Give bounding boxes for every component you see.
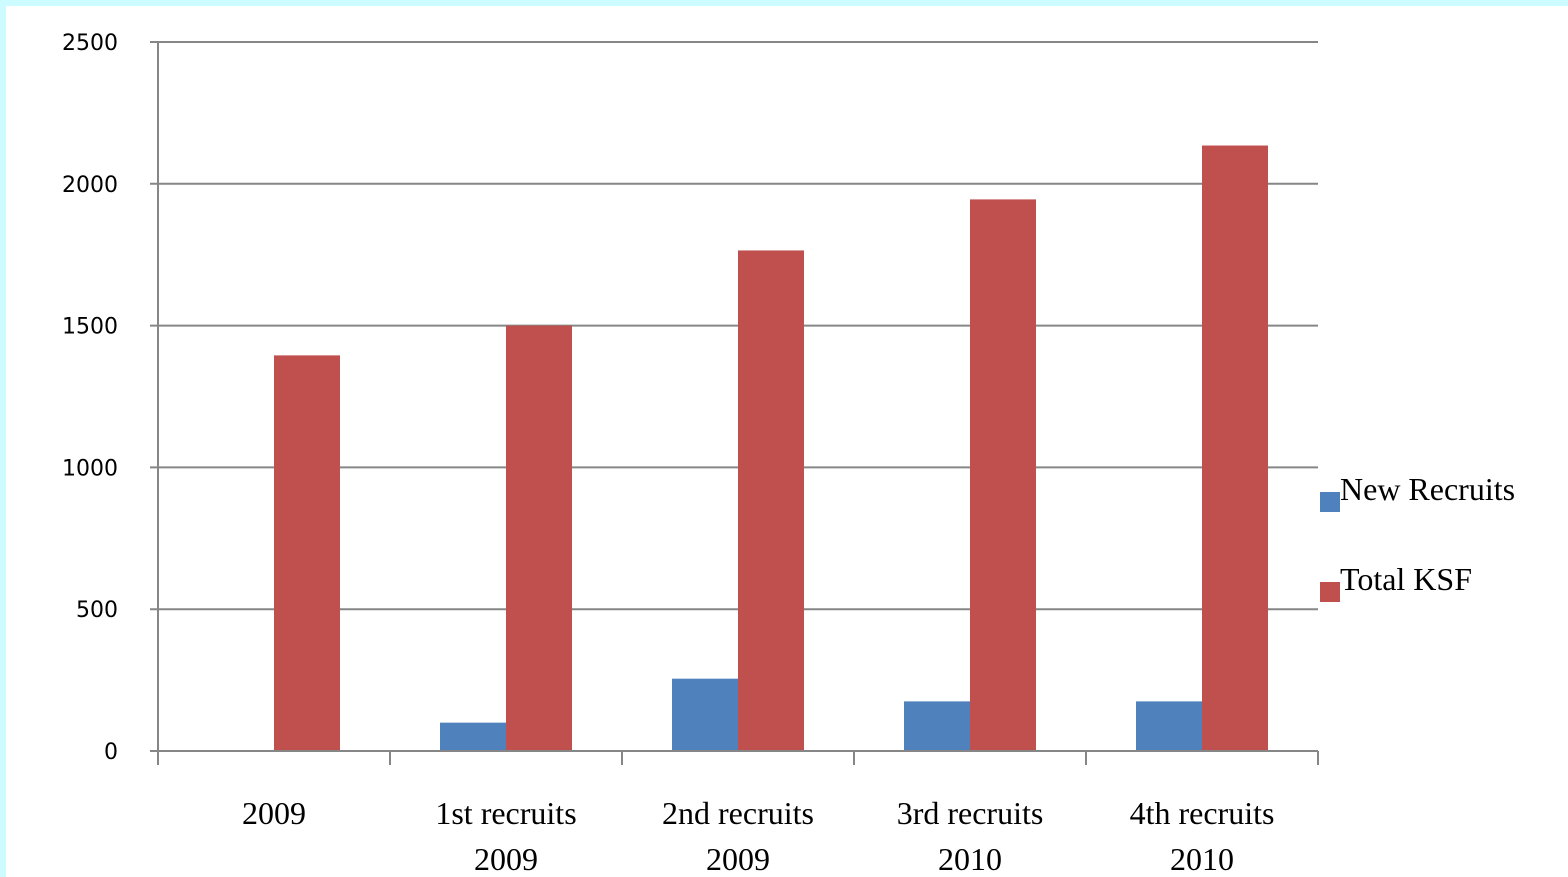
x-tick-label: 2010 <box>1170 841 1234 877</box>
x-tick-label: 2009 <box>706 841 770 877</box>
y-tick-label: 2500 <box>62 31 118 56</box>
x-tick-label: 2nd recruits <box>662 795 814 831</box>
legend-label: Total KSF <box>1340 561 1472 597</box>
y-tick-label: 500 <box>76 598 118 623</box>
bar-new-recruits <box>440 722 506 751</box>
bar-total-ksf <box>738 250 804 752</box>
legend-swatch-total-ksf <box>1320 582 1340 602</box>
legend-label: New Recruits <box>1340 471 1515 507</box>
x-tick-label: 2009 <box>242 795 306 831</box>
x-tick-label: 3rd recruits <box>897 795 1044 831</box>
bar-total-ksf <box>1202 145 1268 751</box>
axes <box>150 42 1319 765</box>
x-tick-label: 4th recruits <box>1130 795 1275 831</box>
bar-total-ksf <box>274 355 340 751</box>
x-tick-labels: 2009 1st recruits 2009 2nd recruits 2009 3rd … <box>242 795 1274 877</box>
chart-area: 0 500 1000 1500 2000 2500 2009 1st recruits 200… <box>6 6 1568 877</box>
x-tick-label: 1st recruits <box>435 795 576 831</box>
legend-swatch-new-recruits <box>1320 492 1340 512</box>
y-tick-labels: 0 500 1000 1500 2000 2500 <box>62 31 118 765</box>
y-tick-label: 1000 <box>62 456 118 481</box>
y-tick-label: 2000 <box>62 173 118 198</box>
y-tick-label: 1500 <box>62 315 118 340</box>
bar-total-ksf <box>970 199 1036 751</box>
bars <box>274 145 1268 752</box>
bar-total-ksf <box>506 325 572 751</box>
legend: New Recruits Total KSF <box>1320 471 1515 602</box>
bar-new-recruits <box>672 678 738 751</box>
y-tick-label: 0 <box>104 740 118 765</box>
gridlines <box>150 41 1318 611</box>
x-tick-label: 2009 <box>474 841 538 877</box>
bar-new-recruits <box>904 701 970 751</box>
x-tick-label: 2010 <box>938 841 1002 877</box>
bar-new-recruits <box>1136 701 1202 751</box>
